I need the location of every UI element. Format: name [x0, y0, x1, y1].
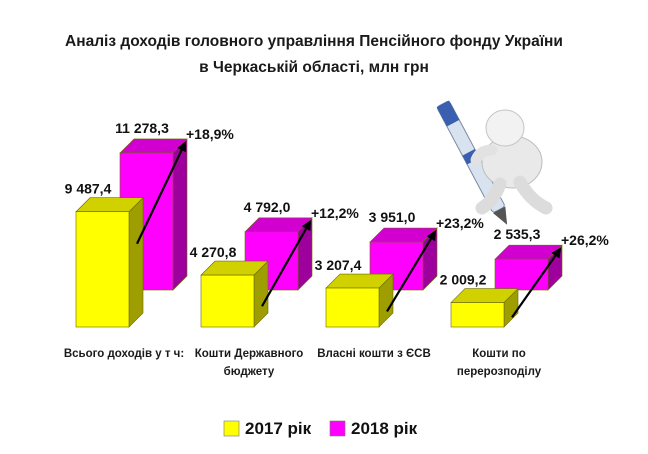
label-2018-1: 11 278,3 [115, 120, 169, 136]
category-label-2-line-2: бюджету [224, 366, 275, 378]
legend-swatch-2 [329, 420, 346, 437]
bar-2017-4-front [450, 302, 505, 328]
legend-swatch-1 [223, 420, 240, 437]
category-label-4-line-2: перерозподілу [457, 366, 542, 378]
bar-2017-3-front [325, 287, 380, 328]
label-2017-1: 9 487,4 [65, 181, 112, 197]
data-labels: 9 487,4 11 278,3 +18,9% 4 270,8 4 792,0 +12,2… [65, 120, 610, 288]
category-label-2-line-1: Кошти Державного [195, 348, 304, 360]
label-2017-2: 4 270,8 [190, 244, 237, 260]
growth-arrow-3 [386, 230, 437, 312]
bar-2018-4 [494, 244, 563, 291]
bar-2017-2-front [200, 274, 255, 328]
bar-2017-1 [75, 197, 144, 328]
growth-label-2: +12,2% [311, 205, 359, 221]
bar-2017-1-front [75, 211, 130, 328]
category-label-3-line-1: Власні кошти з ЄСВ [317, 348, 431, 360]
bar-2017-3 [325, 273, 394, 328]
label-2017-3: 3 207,4 [315, 257, 362, 273]
bars-group [75, 138, 563, 328]
legend-label-1: 2017 рік [245, 419, 312, 438]
growth-arrow-4 [511, 247, 562, 318]
legend: 2017 рік 2018 рік [223, 419, 418, 438]
growth-arrow-1 [136, 141, 187, 245]
label-2018-4: 2 535,3 [494, 226, 541, 242]
label-2018-3: 3 951,0 [369, 209, 416, 225]
category-labels: Всього доходів у т ч: Кошти Державного бюд… [64, 348, 542, 378]
legend-label-2: 2018 рік [351, 419, 418, 438]
growth-label-4: +26,2% [561, 232, 609, 248]
bar-2017-4 [450, 287, 519, 328]
chart-title-line-1: Аналіз доходів головного управління Пенс… [65, 33, 563, 50]
growth-arrows [136, 141, 562, 318]
category-label-1-line-1: Всього доходів у т ч: [64, 348, 184, 360]
growth-arrow-2 [261, 220, 311, 307]
chart-title: Аналіз доходів головного управління Пенс… [65, 33, 563, 76]
figure-with-pen-icon [436, 100, 553, 225]
growth-label-1: +18,9% [186, 126, 234, 142]
label-2018-2: 4 792,0 [244, 199, 291, 215]
chart-title-line-2: в Черкаській області, млн грн [199, 59, 429, 76]
bar-2018-2 [244, 217, 313, 291]
bar-2017-2 [200, 260, 269, 328]
growth-label-3: +23,2% [436, 215, 484, 231]
label-2017-4: 2 009,2 [440, 272, 487, 288]
category-label-4-line-1: Кошти по [472, 348, 526, 360]
bar-2018-4-front [494, 258, 549, 291]
bar-2017-1-side [128, 197, 144, 328]
